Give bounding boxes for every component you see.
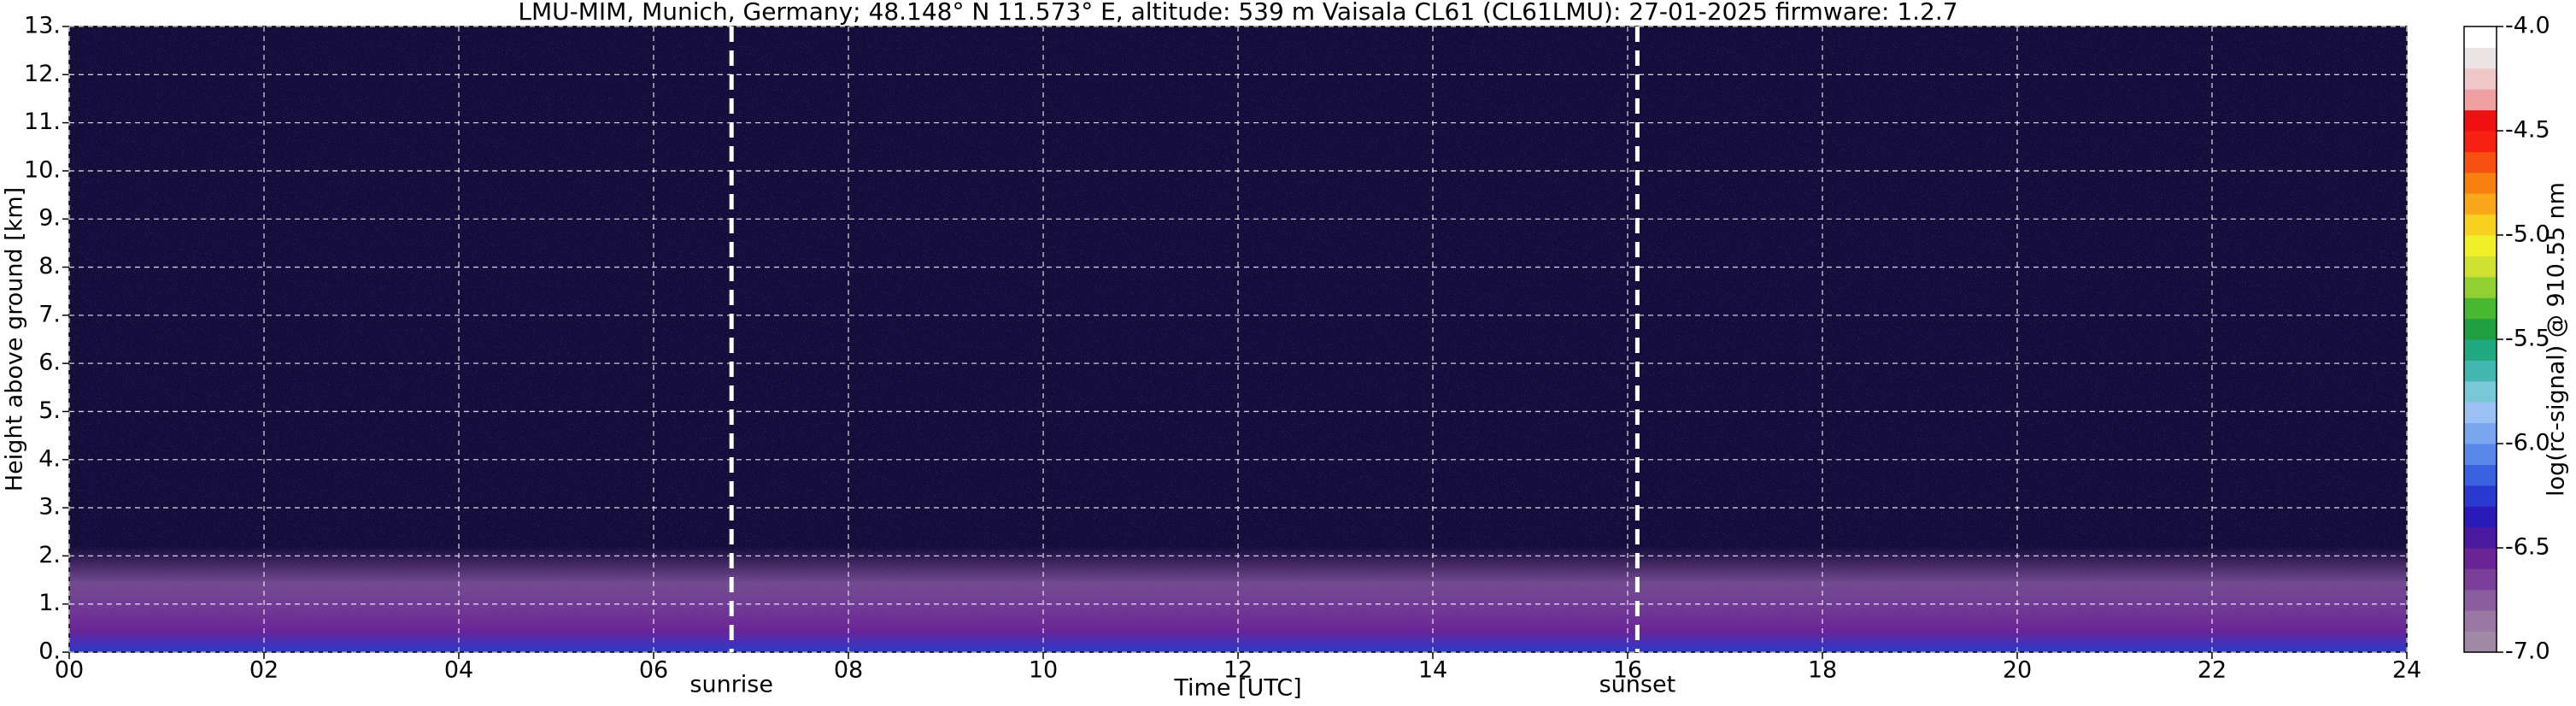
colorbar-swatch [2464, 485, 2497, 507]
colorbar-swatch [2464, 610, 2497, 632]
x-tick-label: 22 [2198, 657, 2227, 684]
y-tick-label: 7. [38, 301, 61, 327]
y-tick-label: 5. [38, 397, 61, 424]
colorbar-swatch [2464, 131, 2497, 152]
colorbar-swatch [2464, 256, 2497, 278]
colorbar-swatch [2464, 360, 2497, 382]
y-tick-label: 1. [38, 590, 61, 616]
y-tick-label: 9. [38, 205, 61, 232]
annotation-label: sunrise [689, 672, 773, 698]
colorbar-tick-label: -4.5 [2505, 117, 2550, 144]
colorbar-swatch [2464, 631, 2497, 653]
colorbar-swatch [2464, 297, 2497, 320]
colorbar-swatch [2464, 444, 2497, 465]
y-tick-label: 3. [38, 494, 61, 521]
colorbar-swatch [2464, 339, 2497, 361]
x-tick-label: 24 [2392, 657, 2421, 684]
colorbar-swatch [2464, 47, 2497, 69]
colorbar-swatch [2464, 26, 2497, 48]
colorbar-swatch [2464, 422, 2497, 444]
x-tick-label: 16 [1613, 657, 1642, 684]
x-tick-label: 20 [2003, 657, 2032, 684]
colorbar-swatch [2464, 402, 2497, 424]
colorbar-swatch [2464, 109, 2497, 132]
colorbar-swatch [2464, 276, 2497, 298]
y-tick-label: 10. [24, 156, 61, 183]
annotation-label: sunset [1599, 672, 1676, 698]
colorbar-swatch [2464, 214, 2497, 236]
boundary-layer [69, 546, 2407, 652]
x-tick-label: 04 [444, 657, 473, 684]
colorbar-swatch [2464, 235, 2497, 256]
x-tick-label: 00 [55, 657, 84, 684]
x-tick-label: 06 [639, 657, 668, 684]
x-tick-label: 10 [1029, 657, 1058, 684]
colorbar-swatch [2464, 380, 2497, 403]
colorbar-swatch [2464, 506, 2497, 528]
y-tick-label: 0. [38, 638, 61, 665]
colorbar-swatch [2464, 151, 2497, 174]
x-tick-label: 14 [1418, 657, 1447, 684]
colorbar-swatch [2464, 548, 2497, 569]
colorbar-tick-label: -5.5 [2505, 326, 2550, 352]
colorbar-swatch [2464, 172, 2497, 194]
colorbar-swatch [2464, 589, 2497, 611]
colorbar-swatch [2464, 568, 2497, 591]
colorbar-tick-label: -4.0 [2505, 13, 2550, 39]
colorbar-tick-label: -6.5 [2505, 534, 2550, 561]
colorbar-swatch [2464, 318, 2497, 340]
colorbar-swatch [2464, 193, 2497, 215]
colorbar-label: log(rc-signal) @ 910.55 nm [2544, 182, 2570, 497]
colorbar-swatch [2464, 89, 2497, 111]
x-tick-label: 18 [1808, 657, 1837, 684]
colorbar-swatch [2464, 68, 2497, 90]
x-axis-label: Time [UTC] [1173, 675, 1301, 702]
x-tick-label: 12 [1223, 657, 1253, 684]
y-axis-label: Height above ground [km] [2, 187, 28, 491]
chart-title: LMU-MIM, Munich, Germany; 48.148° N 11.5… [518, 0, 1957, 26]
x-tick-label: 08 [834, 657, 863, 684]
colorbar-tick-label: -7.0 [2505, 638, 2550, 665]
x-tick-label: 02 [249, 657, 279, 684]
y-tick-label: 11. [24, 109, 61, 135]
colorbar-tick-label: -5.0 [2505, 221, 2550, 248]
y-tick-label: 6. [38, 350, 61, 376]
y-tick-label: 4. [38, 445, 61, 472]
colorbar-swatch [2464, 464, 2497, 486]
y-tick-label: 8. [38, 253, 61, 279]
colorbar-tick-label: -6.0 [2505, 430, 2550, 456]
y-tick-label: 2. [38, 542, 61, 568]
y-tick-label: 13. [24, 13, 61, 39]
colorbar-swatch [2464, 527, 2497, 549]
y-tick-label: 12. [24, 61, 61, 87]
